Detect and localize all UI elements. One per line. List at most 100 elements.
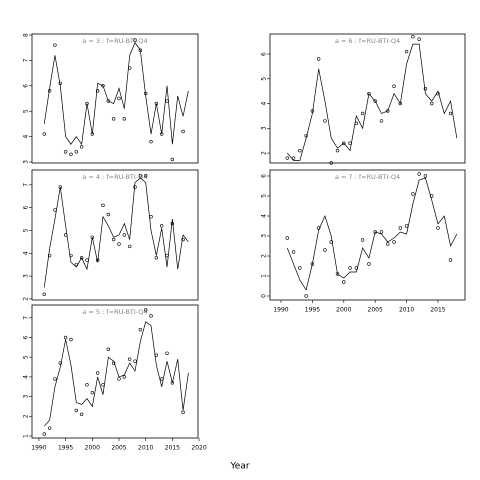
y-tick-label: 4 [261, 214, 268, 218]
data-point [138, 174, 143, 178]
data-point [42, 132, 46, 136]
data-point [285, 236, 289, 240]
fit-line [43, 41, 189, 146]
data-point [53, 208, 57, 212]
data-point [181, 129, 185, 134]
data-point [181, 237, 185, 242]
data-point [106, 212, 111, 217]
fit-line [287, 43, 458, 161]
data-point [101, 203, 105, 208]
data-point [42, 292, 46, 296]
panel-title: a = 4 : f=RU-BTI-Q4 [82, 173, 147, 181]
x-tick-label: 2015 [430, 307, 445, 314]
data-point [106, 347, 111, 352]
x-tick-label: 2015 [165, 445, 180, 452]
data-point [133, 38, 137, 42]
data-point [138, 327, 143, 332]
data-point [122, 375, 127, 379]
data-point [79, 412, 84, 417]
data-point [423, 174, 428, 178]
data-point [63, 150, 68, 154]
data-point [85, 383, 89, 387]
data-point [386, 109, 390, 113]
data-point [342, 280, 346, 284]
data-point [170, 157, 175, 162]
data-point [79, 256, 84, 260]
data-point [47, 253, 52, 258]
y-tick-label: 5 [23, 109, 30, 113]
data-point [367, 262, 371, 266]
x-tick-label: 2000 [85, 445, 100, 452]
data-point [69, 337, 73, 342]
panel-frame [31, 304, 199, 439]
y-tick-label: 3 [23, 274, 30, 278]
y-tick-label: 4 [261, 101, 268, 105]
x-tick-label: 2010 [399, 307, 414, 314]
data-point [74, 150, 79, 154]
y-tick-label: 3 [23, 395, 30, 399]
data-point [149, 314, 153, 318]
x-tick-label: 1995 [58, 445, 73, 452]
data-point [291, 156, 296, 160]
data-point [348, 266, 352, 270]
x-tick-label: 2005 [368, 307, 383, 314]
y-tick-label: 2 [261, 254, 268, 258]
data-point [149, 139, 153, 144]
y-tick-label: 5 [23, 355, 30, 359]
data-point [165, 351, 169, 355]
data-point [360, 111, 365, 116]
data-point [329, 161, 333, 165]
panel-frame [31, 169, 199, 301]
y-tick-label: 1 [261, 274, 268, 278]
data-point [90, 390, 95, 395]
y-tick-label: 6 [261, 174, 268, 178]
data-point [181, 410, 185, 415]
data-point [329, 240, 333, 244]
data-point [127, 357, 132, 361]
data-point [417, 37, 421, 41]
data-point [122, 233, 127, 237]
x-tick-label: 2000 [336, 307, 351, 314]
data-point [411, 35, 415, 39]
data-point [117, 242, 121, 246]
data-point [304, 294, 308, 298]
data-point [298, 148, 302, 153]
data-point [95, 371, 100, 375]
y-tick-label: 2 [23, 414, 30, 418]
data-point [111, 117, 116, 121]
x-tick-label: 2020 [191, 445, 206, 452]
y-tick-label: 7 [23, 58, 30, 62]
data-point [85, 258, 89, 262]
data-point [379, 119, 384, 123]
data-point [143, 174, 148, 178]
y-tick-label: 5 [261, 77, 268, 81]
data-point [117, 377, 121, 381]
x-axis-label: Year [229, 462, 249, 472]
data-point [398, 226, 403, 230]
y-tick-label: 1 [23, 434, 30, 438]
fit-line [43, 177, 189, 288]
data-point [285, 156, 289, 160]
data-point [154, 256, 159, 260]
data-point [143, 308, 148, 312]
panel-title: a = 5 : f=RU-BTI-Q4 [82, 308, 147, 316]
y-tick-label: 6 [261, 52, 268, 56]
data-point [95, 89, 100, 93]
y-tick-label: 3 [261, 126, 268, 130]
data-point [373, 99, 377, 103]
data-point [69, 253, 73, 258]
panel-frame [31, 33, 199, 164]
y-tick-label: 4 [23, 375, 30, 379]
data-point [335, 148, 340, 153]
data-point [342, 141, 346, 145]
y-tick-label: 6 [23, 84, 30, 88]
y-tick-label: 5 [23, 228, 30, 232]
data-point [316, 57, 321, 61]
data-point [160, 377, 164, 381]
y-tick-label: 8 [23, 33, 30, 37]
data-point [436, 226, 440, 230]
data-point [69, 152, 73, 157]
y-tick-label: 4 [23, 251, 30, 255]
panel-title: a = 3 : f=RU-BTI-Q4 [82, 37, 147, 45]
